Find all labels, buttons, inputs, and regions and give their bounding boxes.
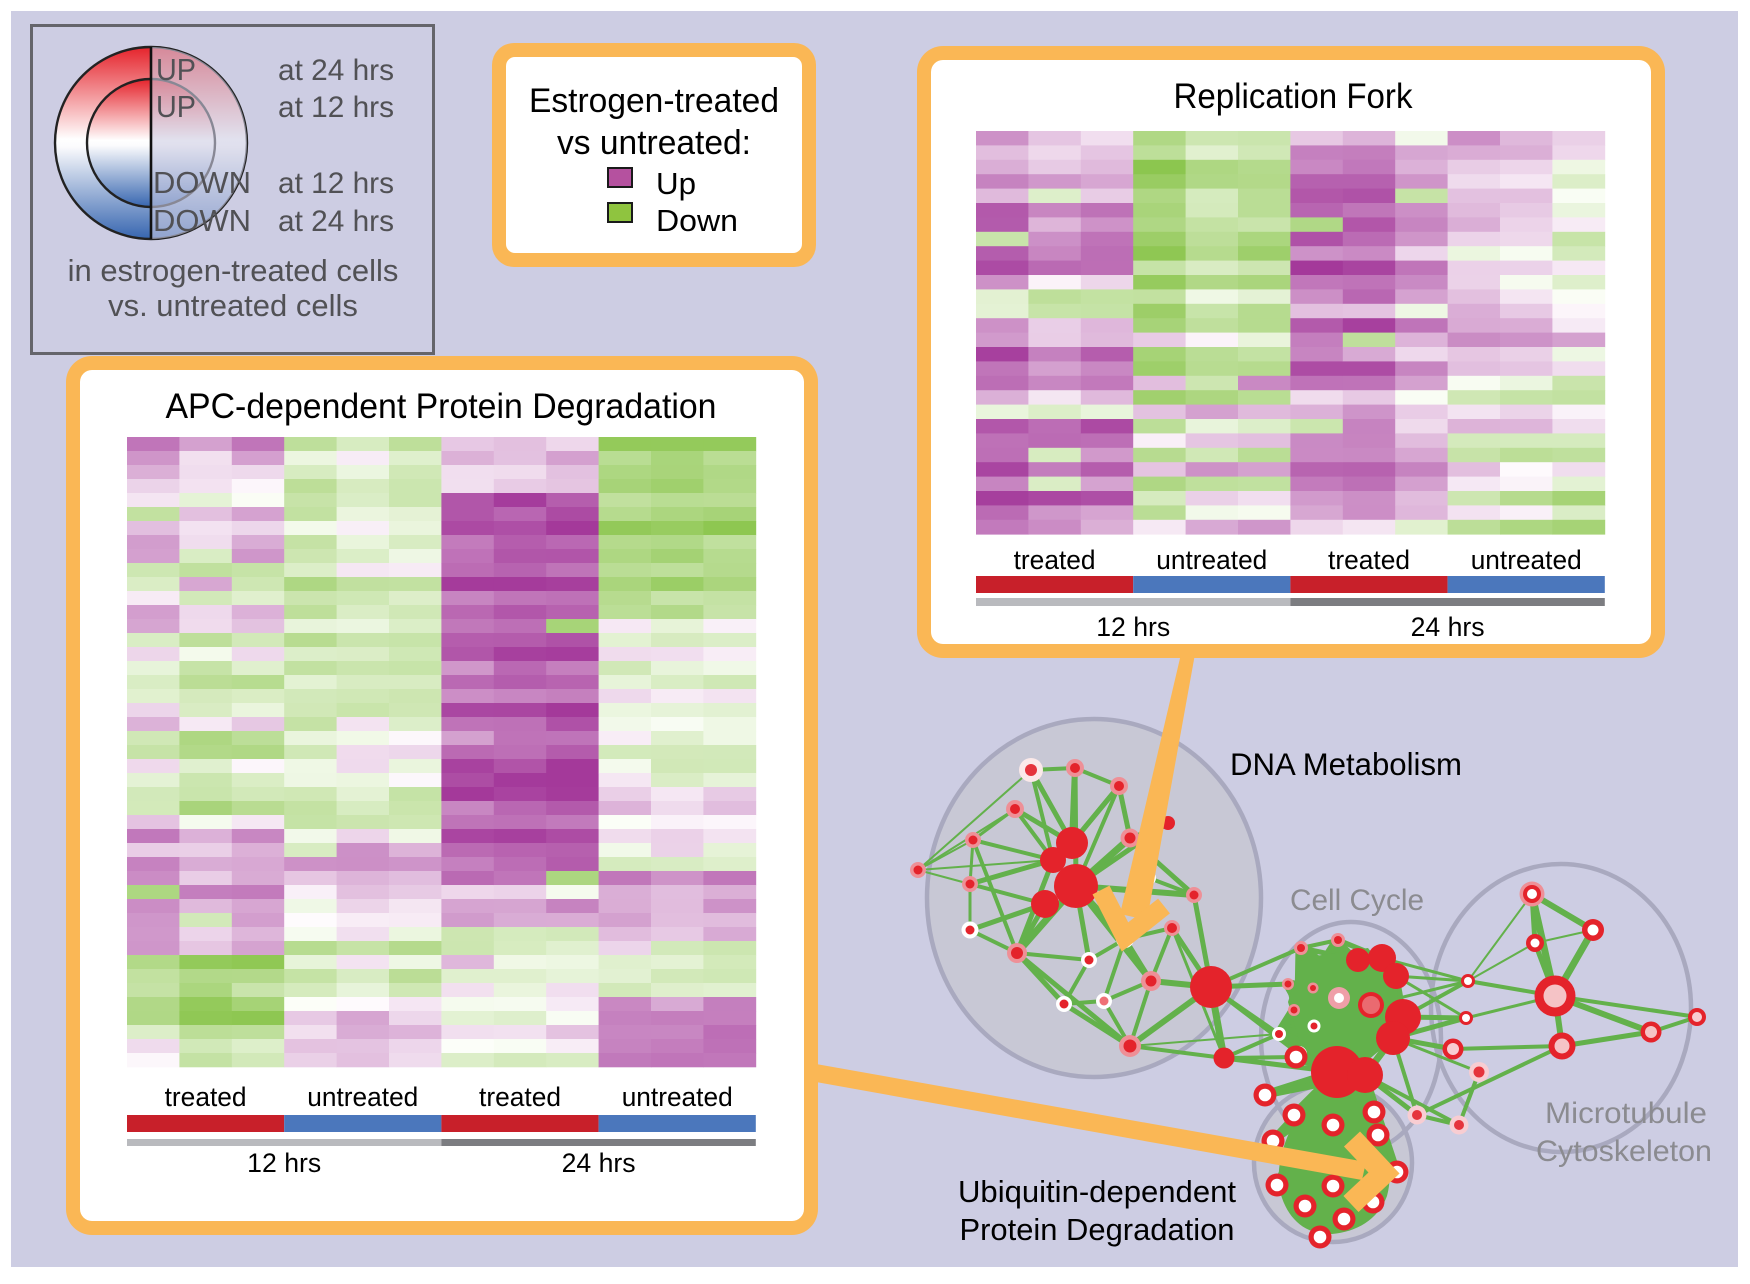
svg-text:untreated: untreated <box>1471 545 1582 575</box>
svg-text:untreated: untreated <box>1156 545 1267 575</box>
svg-text:24 hrs: 24 hrs <box>562 1148 636 1178</box>
svg-text:Replication Fork: Replication Fork <box>1174 77 1413 116</box>
svg-text:DOWN: DOWN <box>153 165 251 200</box>
svg-text:UP: UP <box>156 52 196 87</box>
svg-text:Protein Degradation: Protein Degradation <box>960 1212 1235 1247</box>
svg-text:24 hrs: 24 hrs <box>1411 612 1485 642</box>
svg-text:at 12 hrs: at 12 hrs <box>278 91 394 124</box>
svg-text:APC-dependent Protein Degradat: APC-dependent Protein Degradation <box>166 387 717 426</box>
svg-text:at 24 hrs: at 24 hrs <box>278 205 394 238</box>
svg-text:Estrogen-treated: Estrogen-treated <box>529 82 779 120</box>
svg-text:treated: treated <box>479 1082 561 1112</box>
svg-text:vs. untreated cells: vs. untreated cells <box>108 288 358 323</box>
svg-text:untreated: untreated <box>307 1082 418 1112</box>
svg-text:12 hrs: 12 hrs <box>247 1148 321 1178</box>
svg-text:in estrogen-treated cells: in estrogen-treated cells <box>68 253 399 288</box>
svg-text:at 24 hrs: at 24 hrs <box>278 54 394 87</box>
svg-text:treated: treated <box>165 1082 247 1112</box>
svg-text:treated: treated <box>1014 545 1096 575</box>
svg-text:DOWN: DOWN <box>153 203 251 238</box>
svg-text:Microtubule: Microtubule <box>1545 1097 1707 1130</box>
svg-text:untreated: untreated <box>622 1082 733 1112</box>
svg-text:DNA Metabolism: DNA Metabolism <box>1230 746 1462 782</box>
svg-text:vs untreated:: vs untreated: <box>557 124 751 162</box>
svg-text:Up: Up <box>656 166 696 201</box>
svg-text:12 hrs: 12 hrs <box>1096 612 1170 642</box>
svg-text:at 12 hrs: at 12 hrs <box>278 167 394 200</box>
svg-text:UP: UP <box>156 89 196 124</box>
svg-text:Ubiquitin-dependent: Ubiquitin-dependent <box>958 1174 1236 1209</box>
svg-text:Cytoskeleton: Cytoskeleton <box>1536 1135 1712 1168</box>
svg-text:treated: treated <box>1328 545 1410 575</box>
svg-text:Cell Cycle: Cell Cycle <box>1290 884 1424 917</box>
svg-text:Down: Down <box>656 203 738 238</box>
